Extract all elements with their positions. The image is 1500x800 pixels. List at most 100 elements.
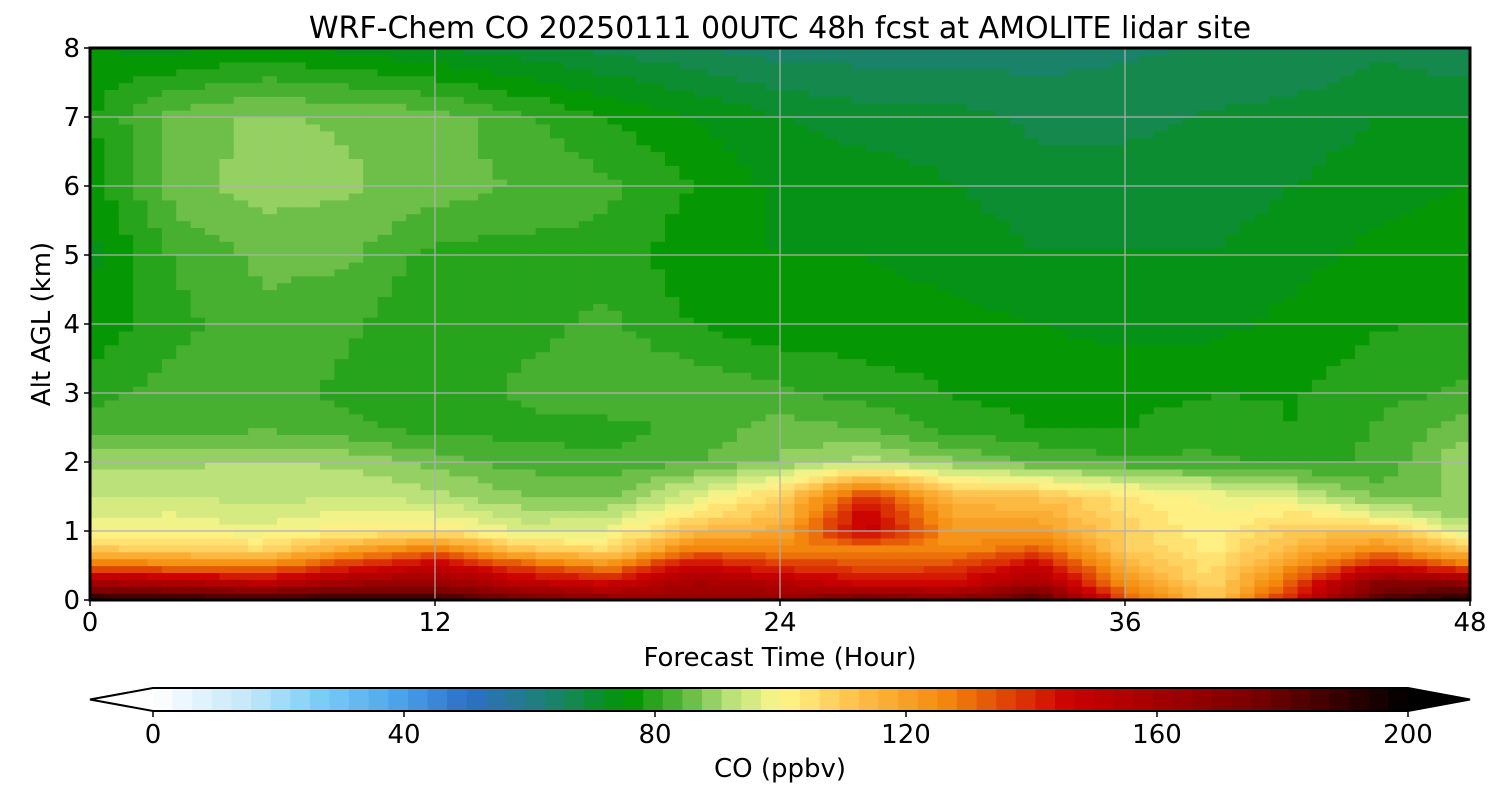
heatmap-cell: [506, 448, 522, 456]
heatmap-cell: [1196, 565, 1212, 573]
heatmap-cell: [435, 517, 450, 525]
heatmap-cell: [1125, 296, 1140, 304]
heatmap-cell: [693, 517, 709, 525]
heatmap-cell: [780, 593, 795, 601]
heatmap-cell: [837, 358, 853, 366]
heatmap-cell: [665, 365, 680, 373]
heatmap-cell: [621, 372, 637, 380]
heatmap-cell: [966, 386, 982, 394]
heatmap-cell: [305, 275, 321, 284]
heatmap-cell: [305, 282, 321, 291]
heatmap-cell: [1125, 413, 1140, 422]
heatmap-cell: [564, 393, 580, 401]
heatmap-cell: [1182, 475, 1198, 484]
heatmap-cell: [320, 379, 335, 387]
heatmap-cell: [1268, 462, 1284, 470]
heatmap-cell: [1153, 261, 1169, 270]
heatmap-cell: [348, 379, 364, 387]
heatmap-cell: [708, 358, 724, 366]
heatmap-cell: [521, 365, 537, 373]
heatmap-cell: [1412, 558, 1428, 567]
heatmap-cell: [377, 241, 393, 249]
heatmap-cell: [420, 289, 436, 297]
heatmap-cell: [161, 351, 177, 360]
heatmap-cell: [895, 351, 910, 360]
heatmap-cell: [665, 255, 680, 263]
heatmap-cell: [736, 517, 752, 525]
heatmap-cell: [923, 427, 939, 435]
heatmap-cell: [1067, 275, 1083, 284]
heatmap-cell: [133, 531, 149, 539]
heatmap-cell: [1240, 441, 1255, 449]
heatmap-cell: [521, 324, 537, 332]
heatmap-cell: [1153, 537, 1169, 546]
heatmap-cell: [1254, 441, 1270, 449]
heatmap-cell: [233, 386, 249, 394]
heatmap-cell: [535, 531, 551, 539]
heatmap-cell: [391, 386, 407, 394]
heatmap-cell: [1369, 475, 1385, 484]
heatmap-cell: [751, 372, 767, 380]
heatmap-cell: [722, 572, 738, 580]
heatmap-cell: [147, 413, 163, 422]
heatmap-cell: [665, 475, 680, 484]
heatmap-cell: [305, 462, 321, 470]
heatmap-cell: [1254, 510, 1270, 518]
heatmap-cell: [420, 448, 436, 456]
heatmap-cell: [564, 572, 580, 580]
heatmap-cell: [1455, 406, 1471, 415]
heatmap-cell: [406, 510, 422, 518]
heatmap-cell: [1311, 406, 1327, 415]
heatmap-cell: [1139, 510, 1155, 518]
heatmap-cell: [1297, 379, 1313, 387]
heatmap-cell: [966, 358, 982, 366]
heatmap-cell: [1326, 282, 1342, 291]
heatmap-cell: [463, 565, 479, 573]
heatmap-cell: [1053, 503, 1069, 511]
heatmap-cell: [607, 393, 623, 401]
heatmap-cell: [363, 434, 379, 442]
heatmap-cell: [966, 517, 982, 525]
heatmap-cell: [808, 344, 824, 353]
heatmap-cell: [118, 268, 134, 277]
heatmap-cell: [377, 531, 393, 539]
heatmap-cell: [463, 248, 479, 256]
heatmap-cell: [161, 289, 177, 297]
heatmap-cell: [1081, 496, 1097, 504]
heatmap-cell: [866, 303, 882, 311]
heatmap-cell: [276, 344, 292, 353]
heatmap-cell: [1168, 413, 1184, 422]
heatmap-cell: [1038, 399, 1054, 408]
heatmap-cell: [219, 441, 235, 449]
heatmap-cell: [161, 551, 177, 560]
heatmap-cell: [435, 551, 450, 560]
heatmap-cell: [1355, 572, 1370, 580]
heatmap-cell: [636, 544, 652, 553]
heatmap-cell: [909, 358, 925, 366]
heatmap-cell: [291, 241, 307, 249]
heatmap-cell: [521, 379, 537, 387]
heatmap-cell: [1196, 365, 1212, 373]
heatmap-cell: [133, 593, 149, 601]
heatmap-cell: [1297, 462, 1313, 470]
heatmap-cell: [1038, 482, 1054, 491]
heatmap-cell: [665, 558, 680, 567]
heatmap-cell: [751, 489, 767, 498]
heatmap-cell: [1067, 510, 1083, 518]
heatmap-cell: [1053, 551, 1069, 560]
heatmap-cell: [1412, 475, 1428, 484]
heatmap-cell: [966, 282, 982, 291]
heatmap-cell: [1211, 544, 1227, 553]
heatmap-cell: [1412, 420, 1428, 429]
heatmap-cell: [1254, 537, 1270, 546]
heatmap-cell: [118, 489, 134, 498]
heatmap-cell: [219, 427, 235, 435]
heatmap-cell: [1355, 468, 1370, 477]
heatmap-cell: [1024, 565, 1040, 573]
heatmap-cell: [722, 448, 738, 456]
heatmap-cell: [981, 344, 997, 353]
heatmap-cell: [1398, 537, 1414, 546]
heatmap-cell: [1297, 420, 1313, 429]
heatmap-cell: [363, 475, 379, 484]
heatmap-cell: [550, 524, 565, 532]
